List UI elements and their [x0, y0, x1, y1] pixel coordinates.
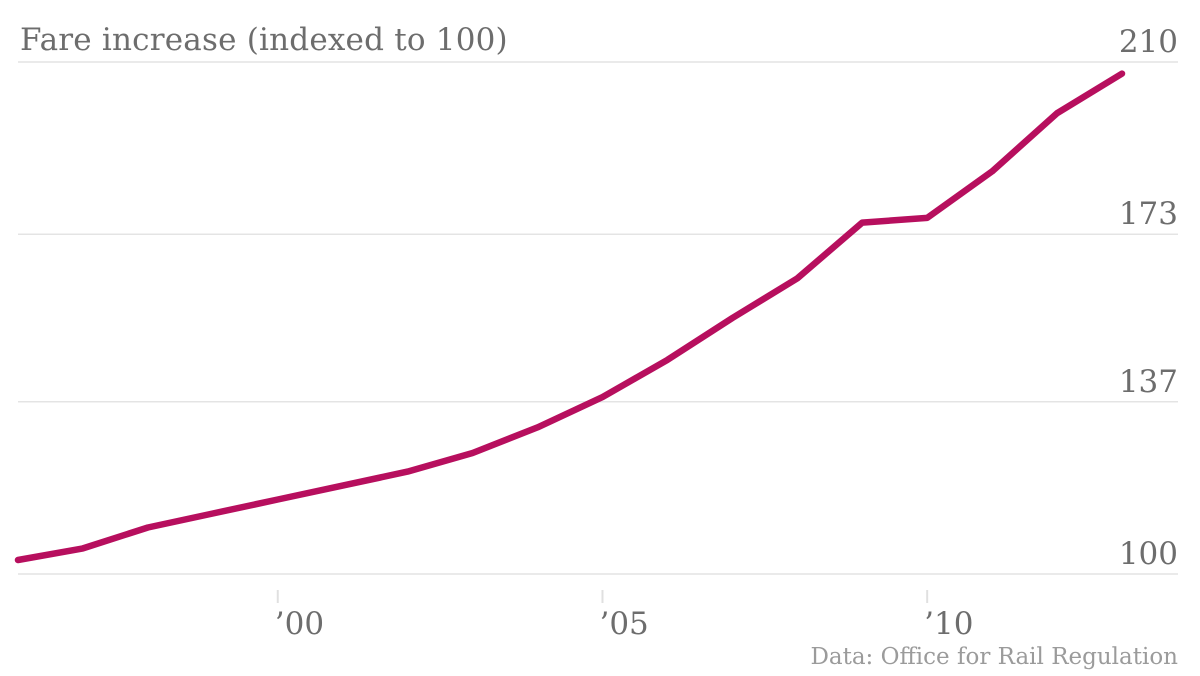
y-axis-label: 100 — [1119, 536, 1178, 572]
y-axis-label: 210 — [1119, 24, 1178, 60]
x-axis-label: ’00 — [275, 606, 324, 642]
y-axis-label: 137 — [1119, 364, 1178, 400]
x-axis-label: ’10 — [924, 606, 973, 642]
x-axis-label: ’05 — [599, 606, 648, 642]
fare-index-line — [14, 70, 1126, 564]
y-axis-label: 173 — [1119, 196, 1178, 232]
source-note: Data: Office for Rail Regulation — [810, 644, 1178, 670]
page-title: Fare increase (indexed to 100) — [20, 22, 508, 58]
